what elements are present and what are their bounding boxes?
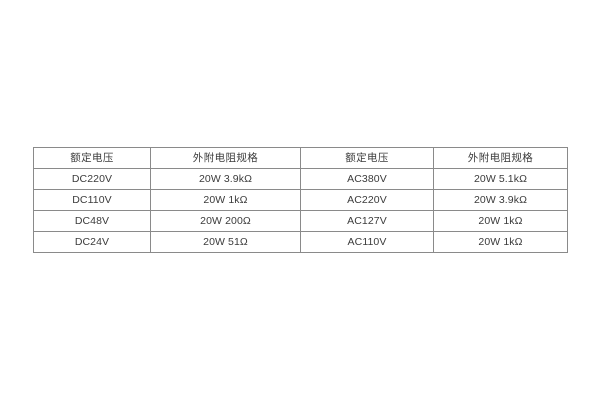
cell-ac-resistor: 20W 3.9kΩ (433, 189, 568, 211)
cell-dc-resistor: 20W 51Ω (150, 231, 301, 253)
cell-ac-voltage: AC220V (300, 189, 434, 211)
cell-dc-voltage: DC110V (33, 189, 151, 211)
spec-table-container: 额定电压 外附电阻规格 额定电压 外附电阻规格 DC220V 20W 3.9kΩ… (33, 147, 568, 253)
cell-dc-resistor: 20W 200Ω (150, 210, 301, 232)
cell-ac-resistor: 20W 1kΩ (433, 231, 568, 253)
cell-dc-voltage: DC220V (33, 168, 151, 190)
table-row: DC220V 20W 3.9kΩ AC380V 20W 5.1kΩ (33, 168, 568, 190)
table-row: DC48V 20W 200Ω AC127V 20W 1kΩ (33, 210, 568, 232)
column-header-ac-external-resistor-spec: 外附电阻规格 (433, 147, 568, 169)
cell-ac-voltage: AC127V (300, 210, 434, 232)
cell-ac-voltage: AC380V (300, 168, 434, 190)
cell-dc-voltage: DC24V (33, 231, 151, 253)
cell-dc-resistor: 20W 1kΩ (150, 189, 301, 211)
cell-ac-voltage: AC110V (300, 231, 434, 253)
cell-dc-voltage: DC48V (33, 210, 151, 232)
cell-ac-resistor: 20W 5.1kΩ (433, 168, 568, 190)
column-header-ac-rated-voltage: 额定电压 (300, 147, 434, 169)
rated-voltage-external-resistor-spec-table: 额定电压 外附电阻规格 额定电压 外附电阻规格 DC220V 20W 3.9kΩ… (33, 147, 568, 253)
table-row: DC24V 20W 51Ω AC110V 20W 1kΩ (33, 231, 568, 253)
table-row: DC110V 20W 1kΩ AC220V 20W 3.9kΩ (33, 189, 568, 211)
table-header-row: 额定电压 外附电阻规格 额定电压 外附电阻规格 (33, 147, 568, 169)
column-header-dc-external-resistor-spec: 外附电阻规格 (150, 147, 301, 169)
cell-dc-resistor: 20W 3.9kΩ (150, 168, 301, 190)
column-header-dc-rated-voltage: 额定电压 (33, 147, 151, 169)
cell-ac-resistor: 20W 1kΩ (433, 210, 568, 232)
